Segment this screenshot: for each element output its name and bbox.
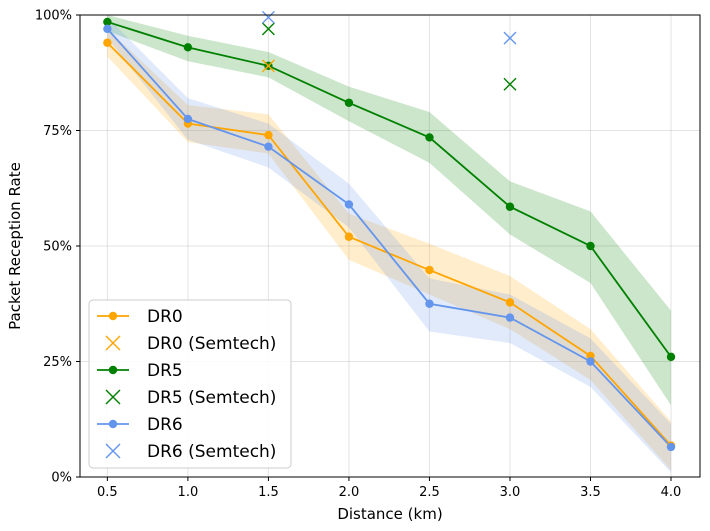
- dr5-point: [666, 352, 676, 362]
- legend-item: DR0: [97, 307, 183, 327]
- y-tick-label: 75%: [43, 124, 72, 139]
- dr6-semtech-point: [261, 10, 275, 24]
- legend-item: DR5: [97, 361, 183, 381]
- dr5-semtech-point: [503, 77, 517, 91]
- x-tick-label: 2.5: [419, 485, 440, 500]
- dr5-point: [183, 43, 193, 52]
- y-tick-label: 100%: [35, 9, 72, 24]
- x-axis-label: Distance (km): [337, 505, 442, 523]
- legend-x-swatch: [105, 335, 121, 351]
- dr0-semtech-point: [261, 59, 275, 73]
- x-tick-label: 0.5: [97, 485, 118, 500]
- legend-label: DR6 (Semtech): [147, 442, 276, 462]
- y-tick-label: 50%: [43, 240, 72, 255]
- dr0-point: [264, 130, 273, 140]
- legend-label: DR5 (Semtech): [147, 388, 276, 408]
- x-tick-label: 4.0: [661, 485, 682, 500]
- axis-ticks: 0.5 1.0 1.5 2.0 2.5 3.0 3.5 4.0 0% 25% 50% 75% 100%: [35, 9, 682, 501]
- x-tick-label: 1.0: [178, 485, 199, 500]
- dr6-point: [344, 200, 354, 209]
- legend-item: DR5 (Semtech): [105, 388, 276, 408]
- dr5-point: [586, 241, 595, 251]
- dr6-line: [106, 28, 672, 448]
- y-tick-label: 25%: [43, 355, 72, 370]
- dr5-line: [107, 21, 672, 358]
- x-tick-label: 1.5: [258, 485, 279, 500]
- y-axis-label: Packet Reception Rate: [6, 162, 24, 330]
- dr5-point: [344, 98, 354, 107]
- dr6-point: [425, 299, 434, 308]
- dr6-point: [586, 357, 595, 366]
- legend-label: DR0: [147, 307, 183, 327]
- legend-x-swatch: [105, 443, 121, 459]
- dr6-point: [103, 24, 112, 34]
- dr5-point: [103, 17, 112, 27]
- dr6-point: [505, 313, 515, 322]
- legend-label: DR6: [147, 415, 183, 435]
- legend-item: DR6: [97, 415, 183, 435]
- dr0-point: [425, 265, 434, 275]
- dr5-point: [505, 202, 515, 211]
- legend-label: DR5: [147, 361, 183, 381]
- dr5-confidence-band: [107, 15, 672, 406]
- y-tick-label: 0%: [51, 471, 72, 486]
- legend-item: DR0 (Semtech): [105, 334, 276, 354]
- legend-x-swatch: [105, 389, 121, 405]
- dr6-point: [666, 442, 676, 452]
- dr5-point: [425, 133, 434, 142]
- legend-marker-swatch: [108, 419, 118, 429]
- x-tick-label: 2.0: [339, 485, 360, 500]
- legend-marker-swatch: [108, 311, 118, 321]
- dr6-semtech-point: [503, 31, 517, 45]
- legend-item: DR6 (Semtech): [105, 442, 276, 462]
- dr0-point: [505, 298, 515, 307]
- dr5-semtech-point: [261, 22, 275, 36]
- series-lines: [106, 21, 672, 448]
- dr0-point: [103, 38, 112, 47]
- legend-marker-swatch: [108, 365, 118, 375]
- x-tick-label: 3.0: [500, 485, 521, 500]
- dr6-confidence-band: [107, 17, 672, 473]
- semtech-markers: [261, 10, 517, 91]
- legend-box: [88, 299, 292, 469]
- legend: DR0 DR0 (Semtech) DR5 DR5 (Semtech) DR6 DR6 (…: [88, 299, 292, 469]
- x-tick-label: 3.5: [580, 485, 601, 500]
- dr6-point: [183, 114, 193, 124]
- legend-label: DR0 (Semtech): [147, 334, 276, 354]
- dr0-point: [344, 232, 354, 241]
- dr6-point: [264, 142, 273, 151]
